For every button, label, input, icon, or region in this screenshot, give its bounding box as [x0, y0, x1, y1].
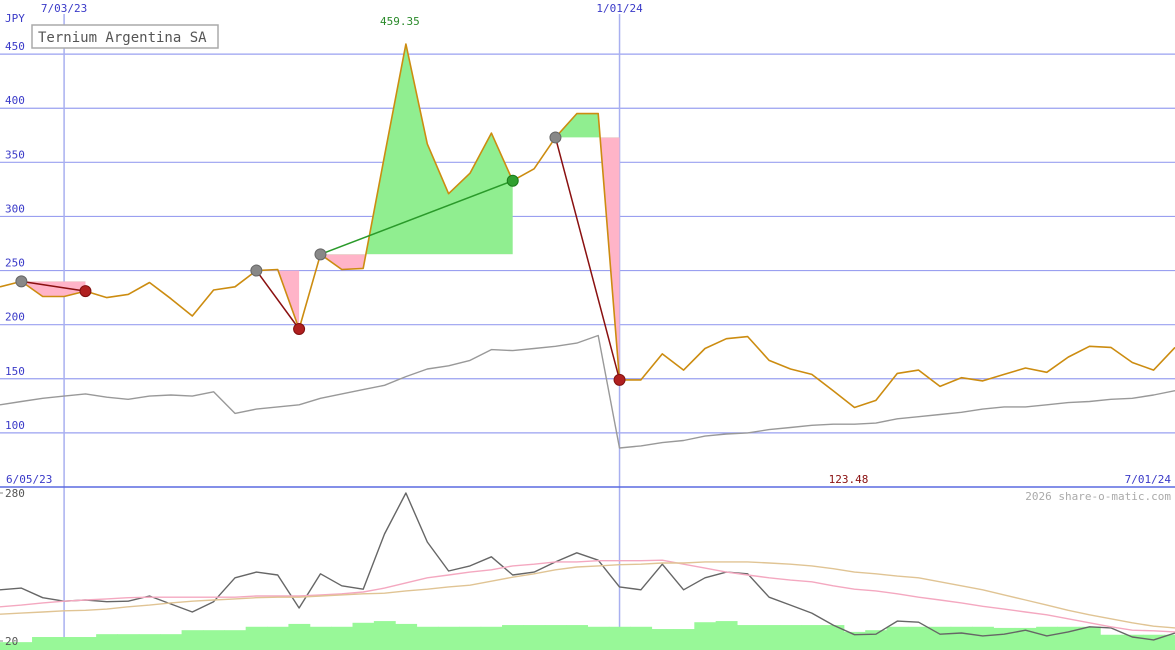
volume-bar — [630, 626, 653, 650]
volume-bar — [694, 622, 717, 650]
gain-area — [320, 44, 513, 255]
y-tick-label: 280 — [5, 487, 25, 500]
entry-marker — [314, 248, 327, 261]
volume-bar — [993, 627, 1016, 650]
series-line — [0, 559, 1175, 633]
y-tick-label: 150 — [5, 365, 25, 378]
volume-bar — [480, 626, 503, 650]
volume-bar — [544, 625, 567, 650]
volume-bar — [288, 623, 311, 650]
entry-marker — [549, 131, 562, 144]
volume-bar — [267, 626, 289, 650]
volume-bar — [181, 630, 204, 650]
volume-bar — [331, 626, 353, 650]
volume-bar — [245, 626, 268, 650]
volume-bar — [1164, 634, 1175, 650]
watermark: 2026 share-o-matic.com — [1025, 490, 1171, 503]
exit-marker — [506, 174, 519, 187]
exit-marker — [613, 373, 626, 386]
volume-bar — [202, 630, 225, 650]
x-tick-label: 7/03/23 — [41, 2, 87, 15]
y-tick-label: 450 — [5, 40, 25, 53]
y-tick-label: 20 — [5, 635, 18, 648]
y-tick-label: 100 — [5, 419, 25, 432]
exit-marker — [293, 322, 306, 335]
start-date: 6/05/23 — [6, 473, 52, 486]
volume-bar — [801, 625, 823, 650]
volume-bar — [651, 629, 674, 650]
loss-area — [256, 270, 300, 329]
entry-marker — [250, 264, 263, 277]
volume-bar — [972, 626, 994, 650]
volume-bar — [416, 626, 439, 650]
trade-line — [21, 280, 86, 292]
volume-bar — [865, 630, 888, 650]
exit-marker — [79, 285, 92, 298]
volume-bar — [74, 637, 97, 650]
low-label: 123.48 — [829, 473, 869, 486]
series-line — [0, 492, 1175, 641]
volume-bar — [1036, 626, 1058, 650]
series-line — [0, 334, 1175, 449]
volume-bar — [779, 625, 802, 650]
volume-bar — [373, 621, 396, 650]
volume-bar — [608, 626, 631, 650]
volume-bar — [672, 629, 695, 650]
volume-bar — [822, 625, 845, 650]
volume-bar — [843, 631, 866, 650]
volume-bar — [715, 621, 738, 650]
volume-bar — [395, 623, 418, 650]
legend-box — [31, 24, 219, 49]
volume-bar — [309, 626, 332, 650]
y-tick-label: 250 — [5, 257, 25, 270]
volume-bar — [1100, 634, 1123, 650]
high-label: 459.35 — [380, 15, 420, 28]
volume-bar — [1121, 634, 1144, 650]
series-line — [0, 561, 1175, 629]
volume-bar — [160, 634, 183, 650]
volume-bar — [907, 626, 930, 650]
volume-bar — [352, 622, 375, 650]
volume-bar — [737, 625, 759, 650]
volume-bar — [566, 625, 588, 650]
volume-bar — [1078, 626, 1101, 650]
volume-bar — [502, 625, 524, 650]
loss-area — [320, 254, 366, 270]
end-date: 7/01/24 — [1125, 473, 1172, 486]
y-tick-label: 300 — [5, 202, 25, 215]
volume-bar — [758, 625, 781, 650]
legend-label: Ternium Argentina SA — [38, 30, 207, 46]
volume-bar — [0, 642, 12, 650]
volume-bar — [886, 626, 909, 650]
volume-bar — [459, 626, 482, 650]
volume-bar — [10, 642, 33, 650]
x-tick-label: 1/01/24 — [596, 2, 643, 15]
unit-label: JPY — [5, 12, 25, 25]
y-tick-label: 200 — [5, 311, 25, 324]
y-tick-label: 400 — [5, 94, 25, 107]
volume-bar — [138, 634, 161, 650]
volume-bar — [32, 637, 54, 650]
volume-bar — [224, 630, 247, 650]
series-line — [0, 43, 1175, 409]
trade-line — [320, 180, 513, 256]
volume-bar — [437, 626, 460, 650]
volume-bar — [929, 626, 952, 650]
volume-bar — [523, 625, 546, 650]
entry-marker — [15, 275, 28, 288]
volume-bar — [117, 634, 140, 650]
volume-bar — [53, 637, 76, 650]
volume-bar — [96, 634, 118, 650]
y-tick-label: 350 — [5, 148, 25, 161]
volume-bar — [950, 626, 973, 650]
volume-bar — [587, 626, 610, 650]
trade-line — [255, 270, 300, 330]
trade-line — [554, 137, 621, 381]
volume-bar — [1014, 627, 1037, 650]
